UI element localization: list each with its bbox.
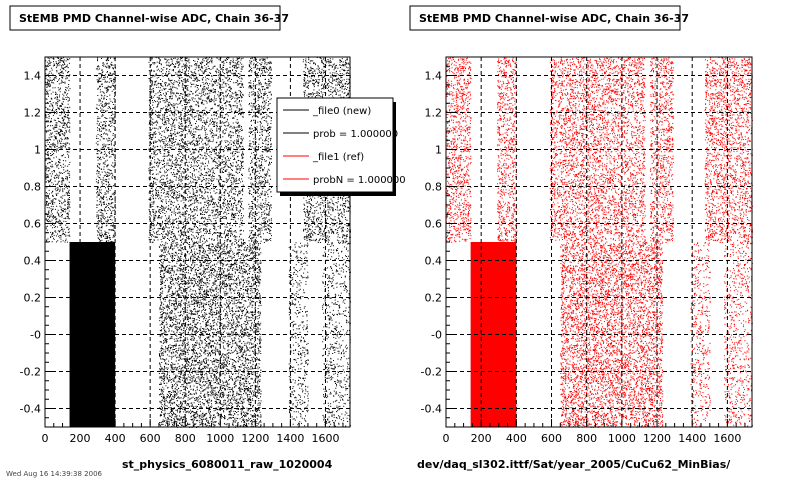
y-tick-label: 0.2 xyxy=(425,292,443,305)
right-plot-panel: 0 200 400 600 800 1000 1200 1400 1600 -0.4 -0.2 -0 0… xyxy=(421,56,753,445)
left-title-box xyxy=(9,5,281,31)
upper-band-2 xyxy=(148,57,244,243)
right-title-box xyxy=(409,5,681,31)
upper-band-3 xyxy=(650,57,674,243)
upper-band-2 xyxy=(549,57,646,243)
footer-timestamp: Wed Aug 16 14:39:38 2006 xyxy=(6,470,103,478)
y-tick-label: -0.2 xyxy=(421,366,442,379)
y-tick-label: 0.6 xyxy=(425,218,443,231)
legend-label-0: _file0 (new) xyxy=(312,106,371,117)
lower-sparse-band-1 xyxy=(723,242,753,427)
x-tick-label: 1600 xyxy=(713,432,741,445)
y-tick-label: 1.4 xyxy=(24,70,42,83)
lower-solid-band-0 xyxy=(69,242,116,427)
data-points xyxy=(446,57,753,428)
x-tick-label: 1000 xyxy=(608,432,636,445)
x-tick-label: 800 xyxy=(576,432,597,445)
x-tick-label: 1400 xyxy=(678,432,706,445)
upper-band-0 xyxy=(446,57,472,243)
y-tick-label: 1.2 xyxy=(425,107,443,120)
lower-sparse-band-1 xyxy=(322,242,351,427)
x-tick-label: 1200 xyxy=(643,432,671,445)
x-tick-label: 0 xyxy=(42,432,49,445)
y-tick-label: 0.8 xyxy=(24,181,42,194)
legend-label-1: prob = 1.000000 xyxy=(313,129,398,140)
upper-band-4 xyxy=(704,57,753,243)
x-tick-label: 200 xyxy=(70,432,91,445)
x-tick-label: 600 xyxy=(140,432,161,445)
upper-band-3 xyxy=(248,57,273,243)
upper-band-1 xyxy=(497,57,518,243)
left-chart-title: StEMB PMD Channel-wise ADC, Chain 36-37 xyxy=(19,12,289,25)
y-tick-label: -0 xyxy=(431,329,442,342)
lower-dense-band-0 xyxy=(158,242,262,428)
x-tick-label: 0 xyxy=(443,432,450,445)
upper-band-1 xyxy=(95,57,117,243)
y-tick-label: 1.4 xyxy=(425,70,443,83)
legend-label-2: _file1 (ref) xyxy=(312,152,364,163)
right-chart-title: StEMB PMD Channel-wise ADC, Chain 36-37 xyxy=(419,12,689,25)
y-tick-label: 1 xyxy=(34,144,41,157)
upper-band-0 xyxy=(45,57,71,243)
legend-label-3: probN = 1.000000 xyxy=(313,175,406,186)
data-points xyxy=(45,57,351,428)
y-tick-label: 0.4 xyxy=(24,255,42,268)
x-tick-label: 200 xyxy=(471,432,492,445)
y-tick-label: 1 xyxy=(435,144,442,157)
lower-solid-band-0 xyxy=(470,242,517,427)
left-plot-panel: 0 200 400 600 800 1000 1200 1400 1600 -0.4 -0.2 -0 0… xyxy=(20,56,351,445)
x-tick-label: 1400 xyxy=(276,432,304,445)
left-x-axis-label: st_physics_6080011_raw_1020004 xyxy=(122,458,333,471)
y-tick-label: 0.4 xyxy=(425,255,443,268)
y-tick-label: -0.4 xyxy=(421,403,442,416)
x-tick-label: 600 xyxy=(541,432,562,445)
y-tick-label: -0 xyxy=(30,329,41,342)
y-tick-label: 0.6 xyxy=(24,218,42,231)
x-tick-label: 1000 xyxy=(206,432,234,445)
y-tick-label: -0.4 xyxy=(20,403,41,416)
legend-box xyxy=(276,97,394,193)
x-tick-label: 400 xyxy=(105,432,126,445)
x-tick-label: 1200 xyxy=(241,432,269,445)
right-x-axis-label: dev/daq_sl302.ittf/Sat/year_2005/CuCu62_… xyxy=(417,458,731,471)
y-tick-label: 1.2 xyxy=(24,107,42,120)
x-tick-label: 800 xyxy=(175,432,196,445)
x-tick-label: 1600 xyxy=(311,432,339,445)
x-tick-label: 400 xyxy=(506,432,527,445)
lower-dense-band-0 xyxy=(560,242,664,428)
y-tick-label: 0.2 xyxy=(24,292,42,305)
y-tick-label: -0.2 xyxy=(20,366,41,379)
y-tick-label: 0.8 xyxy=(425,181,443,194)
legend: _file0 (new) prob = 1.000000 _file1 (ref… xyxy=(276,97,406,196)
